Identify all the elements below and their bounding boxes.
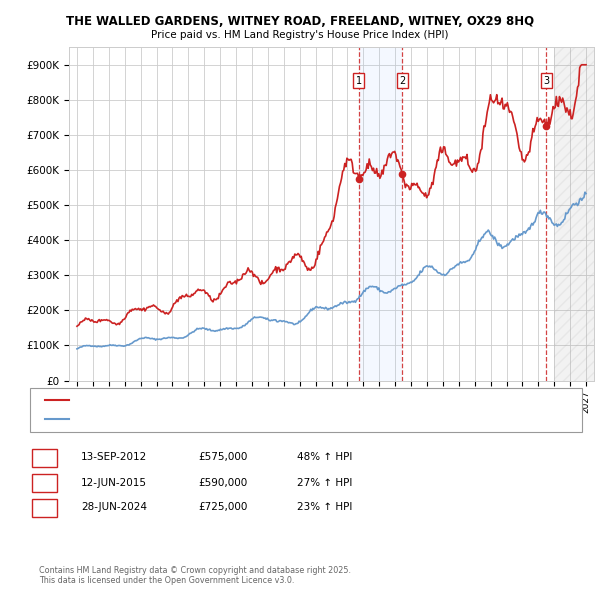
Text: 1: 1 [41, 453, 48, 462]
Text: Contains HM Land Registry data © Crown copyright and database right 2025.
This d: Contains HM Land Registry data © Crown c… [39, 566, 351, 585]
Text: 23% ↑ HPI: 23% ↑ HPI [297, 503, 352, 512]
Text: 27% ↑ HPI: 27% ↑ HPI [297, 478, 352, 487]
Text: 13-SEP-2012: 13-SEP-2012 [81, 453, 147, 462]
Bar [359, 47, 402, 381]
Text: £590,000: £590,000 [198, 478, 247, 487]
Text: £725,000: £725,000 [198, 503, 247, 512]
Text: 28-JUN-2024: 28-JUN-2024 [81, 503, 147, 512]
Text: THE WALLED GARDENS, WITNEY ROAD, FREELAND, WITNEY, OX29 8HQ: THE WALLED GARDENS, WITNEY ROAD, FREELAN… [66, 15, 534, 28]
Text: 3: 3 [543, 76, 549, 86]
Text: 3: 3 [41, 503, 48, 512]
Text: 12-JUN-2015: 12-JUN-2015 [81, 478, 147, 487]
Text: 2: 2 [41, 478, 48, 487]
Text: THE WALLED GARDENS, WITNEY ROAD, FREELAND, WITNEY, OX29 8HQ (detached house): THE WALLED GARDENS, WITNEY ROAD, FREELAN… [72, 395, 448, 405]
Text: £575,000: £575,000 [198, 453, 247, 462]
Text: 48% ↑ HPI: 48% ↑ HPI [297, 453, 352, 462]
Text: Price paid vs. HM Land Registry's House Price Index (HPI): Price paid vs. HM Land Registry's House … [151, 30, 449, 40]
Text: 2: 2 [399, 76, 405, 86]
Text: 1: 1 [356, 76, 362, 86]
Text: HPI: Average price, detached house, West Oxfordshire: HPI: Average price, detached house, West… [72, 415, 301, 424]
Bar [554, 47, 594, 381]
